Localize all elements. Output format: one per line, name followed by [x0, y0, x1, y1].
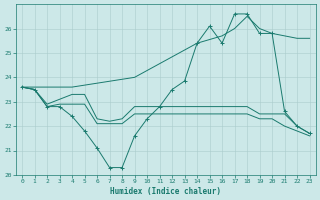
X-axis label: Humidex (Indice chaleur): Humidex (Indice chaleur)	[110, 187, 221, 196]
